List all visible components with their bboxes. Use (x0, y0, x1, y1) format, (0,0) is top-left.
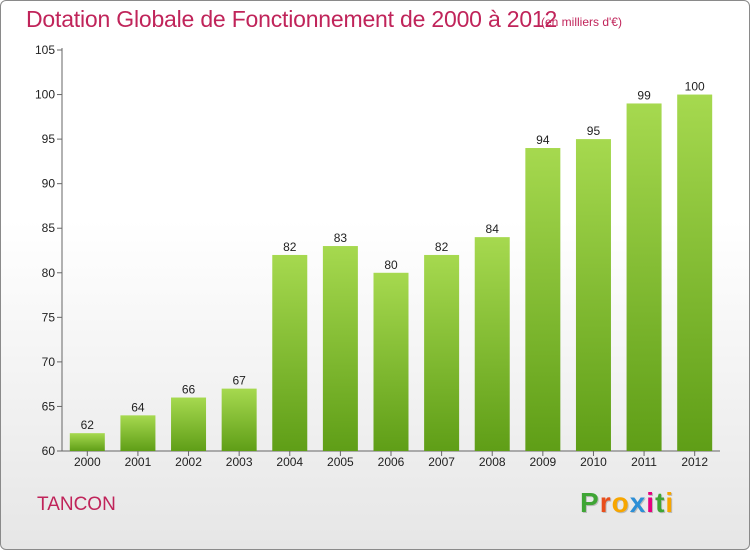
chart-unit: (en milliers d'€) (541, 15, 622, 29)
y-tick-label: 90 (42, 177, 56, 191)
x-tick-label: 2009 (529, 455, 556, 469)
x-tick-label: 2000 (74, 455, 101, 469)
data-label: 99 (637, 88, 651, 102)
logo-letter: P (580, 487, 600, 518)
y-tick-label: 95 (42, 132, 56, 146)
bar-2011 (626, 103, 662, 451)
logo-letter: x (629, 487, 647, 518)
x-tick-label: 2005 (327, 455, 354, 469)
chart-title: Dotation Globale de Fonctionnement de 20… (26, 6, 558, 32)
logo-letter: r (599, 487, 612, 518)
y-tick-label: 85 (42, 221, 56, 235)
logo-letter: t (655, 487, 666, 518)
data-label: 82 (283, 240, 297, 254)
data-label: 100 (685, 80, 705, 94)
bar-2012 (677, 94, 713, 452)
logo-letter: o (611, 487, 630, 518)
x-tick-label: 2010 (580, 455, 607, 469)
bar-2008 (474, 237, 510, 451)
x-tick-label: 2008 (479, 455, 506, 469)
x-tick-label: 2012 (681, 455, 708, 469)
logo-letter: i (665, 487, 675, 518)
x-tick-label: 2006 (378, 455, 405, 469)
data-label: 64 (131, 400, 145, 414)
bar-2007 (424, 254, 460, 451)
bar-2010 (575, 139, 611, 451)
bar-2006 (373, 272, 409, 451)
data-label: 83 (334, 231, 348, 245)
y-tick-label: 80 (42, 266, 56, 280)
y-tick-label: 105 (35, 43, 55, 57)
x-tick-label: 2011 (631, 455, 657, 469)
data-label: 82 (435, 240, 449, 254)
value-labels: 2000 62 2001 64 2002 66 2003 67 2004 82 2005 83 2006… (74, 80, 708, 469)
logo-letter: i (646, 487, 656, 518)
bar-2001 (120, 415, 156, 451)
town-name: TANCON (37, 494, 116, 515)
data-label: 66 (182, 383, 196, 397)
y-tick-label: 100 (35, 88, 55, 102)
y-tick-label: 60 (42, 444, 56, 458)
bar-2004 (272, 254, 308, 451)
data-label: 95 (587, 124, 601, 138)
data-label: 80 (384, 258, 398, 272)
data-label: 94 (536, 133, 550, 147)
y-tick-label: 70 (42, 355, 56, 369)
x-tick-label: 2003 (226, 455, 253, 469)
y-tick-label: 75 (42, 310, 56, 324)
bar-2003 (221, 388, 257, 451)
bar-2009 (525, 148, 561, 451)
proxiti-logo[interactable]: Proxiti (580, 487, 674, 519)
bars (69, 94, 713, 452)
x-tick-label: 2004 (276, 455, 303, 469)
data-label: 67 (232, 374, 246, 388)
x-tick-label: 2001 (125, 455, 152, 469)
x-tick-label: 2007 (428, 455, 455, 469)
x-tick-label: 2002 (175, 455, 202, 469)
bar-2000 (69, 433, 105, 451)
bar-2002 (171, 397, 207, 451)
data-label: 62 (81, 418, 95, 432)
bar-2005 (322, 246, 358, 451)
y-tick-label: 65 (42, 399, 56, 413)
data-label: 84 (486, 222, 500, 236)
